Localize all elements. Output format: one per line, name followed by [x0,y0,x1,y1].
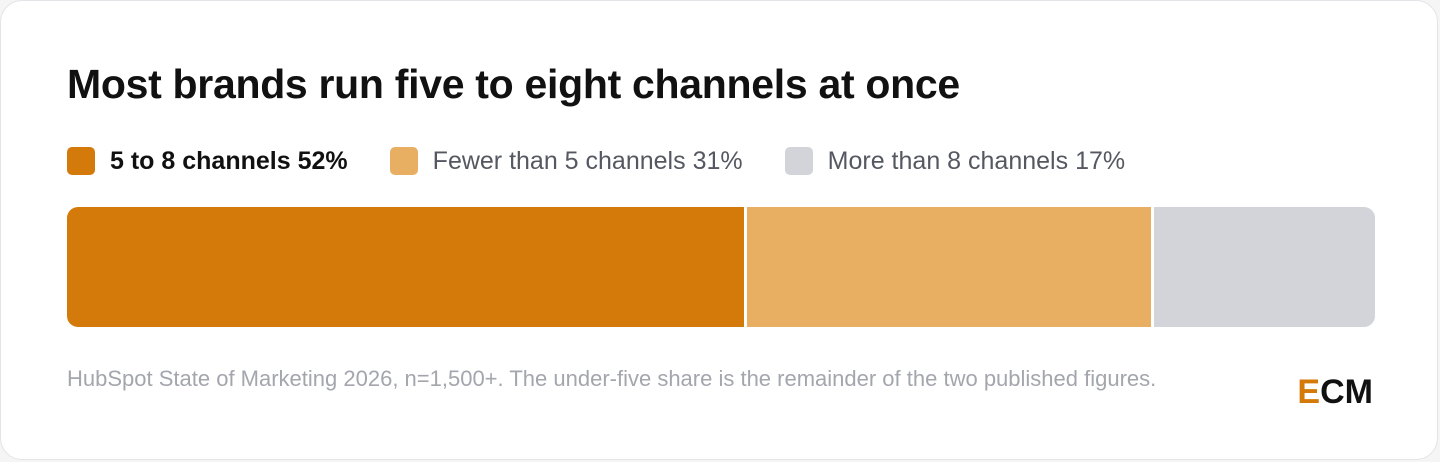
chart-title: Most brands run five to eight channels a… [67,61,960,107]
legend-label: Fewer than 5 channels [432,146,686,175]
legend-value: 31% [692,146,743,175]
bar-segment-more-than-eight [1153,207,1375,327]
legend-swatch-five-to-eight [67,147,95,175]
legend-value: 52% [297,146,348,175]
legend-swatch-more-than-eight [784,147,813,175]
source-footnote: HubSpot State of Marketing 2026, n=1,500… [67,366,1157,391]
legend-value: 17% [1075,146,1126,175]
stacked-bar [67,207,1375,327]
brand-logo-letters: CM [1320,373,1373,411]
legend-item-fewer-than-five: Fewer than 5 channels 31% [389,146,743,176]
legend-item-more-than-eight: More than 8 channels 17% [784,146,1126,176]
legend-swatch-fewer-than-five [389,147,418,175]
brand-logo: ECM [1297,373,1373,412]
chart-legend: 5 to 8 channels 52% Fewer than 5 channel… [67,145,1167,177]
brand-logo-accent-letter: E [1297,373,1321,411]
legend-item-five-to-eight: 5 to 8 channels 52% [67,147,348,176]
bar-segment-fewer-than-five [747,207,1151,327]
legend-label: More than 8 channels [827,146,1069,175]
bar-segment-five-to-eight [67,207,745,327]
legend-label: 5 to 8 channels [110,146,291,175]
